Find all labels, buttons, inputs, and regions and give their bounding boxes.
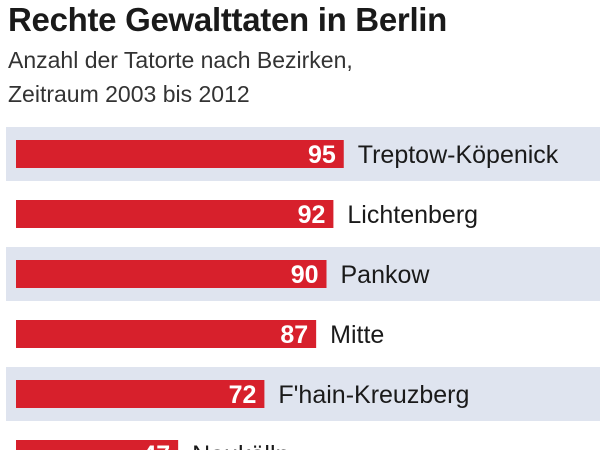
bars <box>16 140 344 450</box>
bar-f-hain-kreuzberg <box>16 380 265 408</box>
value-label-neuk-lln: 47 <box>142 441 170 450</box>
value-label-lichtenberg: 92 <box>298 201 326 229</box>
value-label-pankow: 90 <box>291 261 319 289</box>
value-label-treptow-k-penick: 95 <box>308 141 336 169</box>
chart-subtitle-line-1: Anzahl der Tatorte nach Bezirken, <box>8 47 353 73</box>
chart-title: Rechte Gewalttaten in Berlin <box>8 1 448 38</box>
category-label-f-hain-kreuzberg: F'hain-Kreuzberg <box>278 381 469 409</box>
category-label-pankow: Pankow <box>341 261 431 289</box>
bar-mitte <box>16 320 317 348</box>
category-label-treptow-k-penick: Treptow-Köpenick <box>358 141 559 169</box>
bar-lichtenberg <box>16 200 334 228</box>
chart-subtitle-line-2: Zeitraum 2003 bis 2012 <box>8 81 250 107</box>
value-label-f-hain-kreuzberg: 72 <box>229 381 257 409</box>
bar-neuk-lln <box>16 440 179 450</box>
bar-treptow-k-penick <box>16 140 344 168</box>
category-label-lichtenberg: Lichtenberg <box>347 201 478 229</box>
value-label-mitte: 87 <box>280 321 308 349</box>
bar-pankow <box>16 260 327 288</box>
category-label-neuk-lln: Neukölln <box>192 441 289 450</box>
category-label-mitte: Mitte <box>330 321 384 349</box>
labels: 95 Treptow-Köpenick 92 Lichtenberg 90 Pankow 8… <box>142 141 558 450</box>
